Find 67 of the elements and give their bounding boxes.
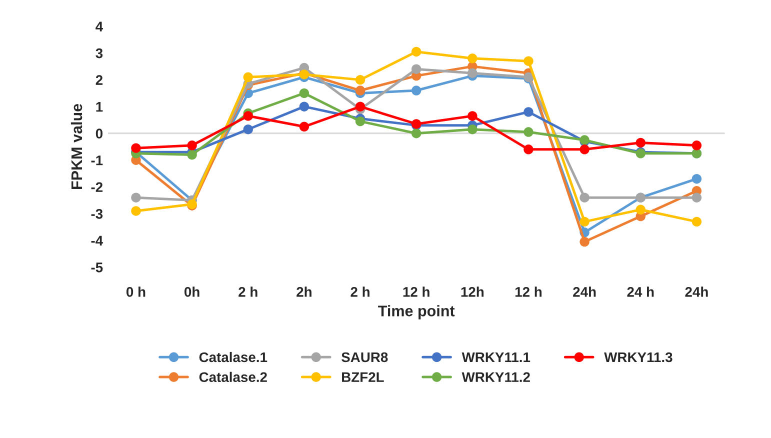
legend-label: SAUR8 xyxy=(341,352,388,362)
point xyxy=(187,150,197,160)
point xyxy=(243,72,253,82)
point xyxy=(580,236,590,247)
point xyxy=(636,138,646,148)
point xyxy=(411,128,422,138)
legend-label: WRKY11.1 xyxy=(462,352,530,362)
legend-label: WRKY11.3 xyxy=(604,352,672,362)
y-tick-label: 3 xyxy=(96,48,103,58)
point xyxy=(524,127,534,137)
legend-label: Catalase.2 xyxy=(199,372,267,382)
point xyxy=(468,111,478,121)
point xyxy=(299,102,310,112)
point xyxy=(692,174,702,184)
y-tick-label: 0 xyxy=(96,128,103,139)
x-axis-title: Time point xyxy=(378,305,455,320)
point xyxy=(355,102,366,112)
point xyxy=(299,88,310,98)
x-tick-label: 24h xyxy=(573,286,596,297)
point xyxy=(355,86,366,96)
point xyxy=(243,111,253,121)
point xyxy=(299,122,310,132)
y-tick-label: -3 xyxy=(91,208,103,219)
point xyxy=(411,64,422,74)
point xyxy=(131,192,141,202)
point xyxy=(692,216,702,227)
point xyxy=(243,124,253,134)
point xyxy=(411,86,422,96)
x-tick-label: 2h xyxy=(296,286,312,297)
y-tick-label: -4 xyxy=(91,236,104,246)
legend-label: Catalase.1 xyxy=(199,352,268,362)
x-tick-label: 24 h xyxy=(627,286,654,297)
point xyxy=(580,144,590,154)
point xyxy=(692,140,702,150)
y-tick-label: 4 xyxy=(96,22,104,32)
point xyxy=(636,204,646,214)
point xyxy=(187,140,197,150)
x-tick-label: 0h xyxy=(184,286,200,297)
y-tick-label: 1 xyxy=(96,102,103,112)
x-tick-label: 2 h xyxy=(238,286,258,297)
point xyxy=(355,116,366,126)
x-tick-label: 0 h xyxy=(126,286,146,297)
point xyxy=(468,54,478,64)
y-tick-label: 2 xyxy=(96,75,103,85)
legend-label: WRKY11.2 xyxy=(462,372,530,382)
y-tick-label: -1 xyxy=(91,156,103,166)
legend-label: BZF2L xyxy=(342,372,384,382)
point xyxy=(692,192,702,202)
point xyxy=(468,124,478,134)
point xyxy=(355,74,366,85)
point xyxy=(524,56,534,66)
x-tick-label: 12h xyxy=(461,286,484,297)
point xyxy=(131,206,141,216)
point xyxy=(524,144,534,154)
point xyxy=(131,143,141,153)
point xyxy=(524,107,534,117)
point xyxy=(411,46,422,57)
x-tick-label: 12 h xyxy=(515,286,542,297)
x-tick-label: 24h xyxy=(685,286,708,297)
y-tick-label: -2 xyxy=(91,182,103,192)
x-tick-label: 12 h xyxy=(403,286,430,297)
point xyxy=(580,192,590,202)
x-tick-label: 2 h xyxy=(350,286,370,297)
point xyxy=(580,216,590,227)
point xyxy=(468,68,478,78)
y-tick-label: -5 xyxy=(91,262,103,272)
y-axis-title: FPKM value xyxy=(70,104,82,190)
